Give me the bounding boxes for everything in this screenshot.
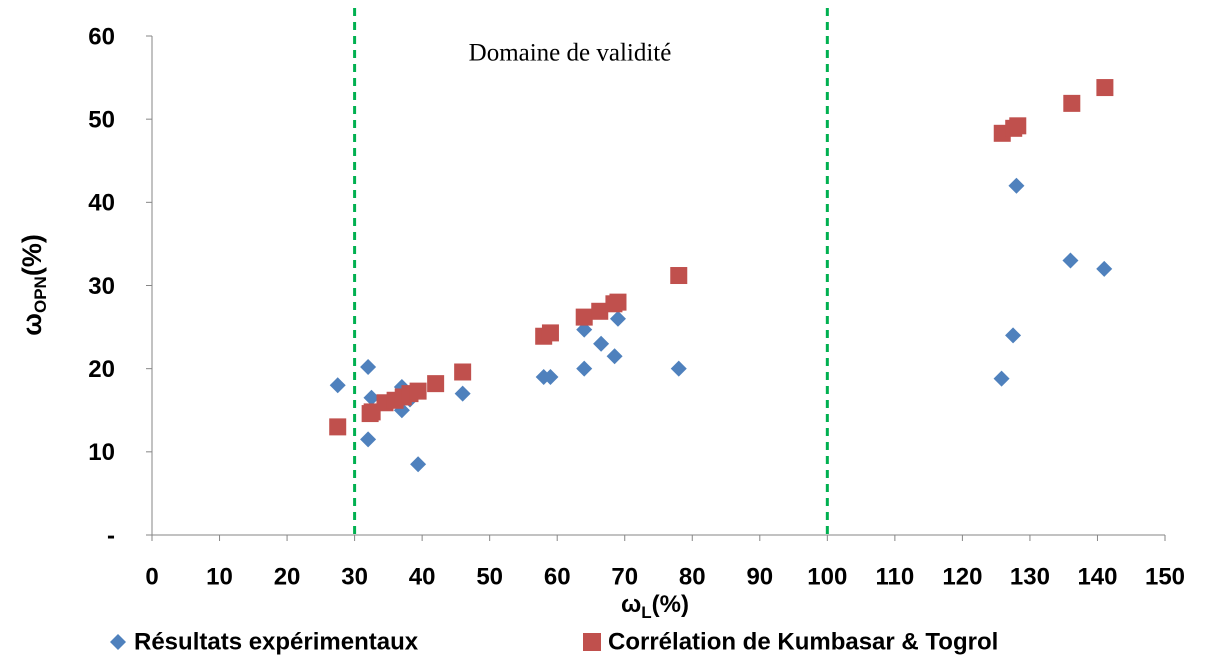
y-tick-label: 30	[88, 273, 115, 300]
point	[454, 363, 472, 381]
y-axis-title: ωOPN(%)	[17, 234, 50, 336]
point	[363, 403, 381, 421]
point	[575, 308, 593, 326]
x-tick-label: 150	[1145, 563, 1185, 590]
y-tick-label: 40	[88, 190, 115, 217]
point	[409, 382, 427, 400]
point	[360, 359, 377, 376]
point	[1096, 79, 1114, 97]
x-tick-label: 70	[611, 563, 638, 590]
point	[1005, 327, 1022, 344]
point	[609, 310, 626, 327]
x-tick-label: 110	[876, 563, 915, 590]
legend-marker	[110, 634, 126, 650]
point	[1008, 177, 1025, 194]
y-tick-label: 10	[88, 439, 115, 466]
x-tick-label: 80	[679, 563, 706, 590]
point	[576, 360, 593, 377]
y-axis-title-symbol: ω	[17, 313, 47, 336]
point	[1009, 117, 1027, 135]
point	[363, 389, 380, 406]
x-tick-label: 20	[274, 563, 301, 590]
x-tick-label: 100	[807, 563, 847, 590]
x-tick-label: 40	[409, 563, 436, 590]
point	[542, 368, 559, 385]
annotation: Domaine de validité	[469, 40, 672, 67]
point	[993, 370, 1010, 387]
point	[670, 267, 688, 285]
x-tick-label: 50	[476, 563, 503, 590]
legend-label: Résultats expérimentaux	[134, 628, 419, 655]
point	[591, 302, 609, 320]
legend-label: Corrélation de Kumbasar & Togrol	[608, 628, 998, 655]
point	[1063, 94, 1081, 112]
x-tick-label: 0	[145, 563, 158, 590]
point	[329, 418, 347, 436]
point	[427, 375, 445, 393]
y-tick-label: 50	[88, 107, 115, 134]
x-axis-title: ωL(%)	[621, 591, 689, 622]
legend-marker	[583, 633, 601, 651]
point	[1096, 260, 1113, 277]
point	[454, 385, 471, 402]
point	[670, 360, 687, 377]
x-tick-label: 30	[341, 563, 368, 590]
point	[606, 348, 623, 365]
y-axis-title-subscript: OPN	[31, 276, 50, 313]
y-tick-label: 60	[88, 23, 115, 50]
point	[593, 335, 610, 352]
y-tick-label: 20	[88, 356, 115, 383]
x-tick-label: 90	[746, 563, 773, 590]
y-axis-title-unit: (%)	[17, 234, 47, 276]
point	[1062, 252, 1079, 269]
x-axis-title-symbol: ω	[621, 591, 641, 618]
point	[329, 377, 346, 394]
x-tick-label: 140	[1077, 563, 1117, 590]
point	[609, 293, 627, 311]
y-tick-label: -	[107, 522, 115, 549]
x-tick-label: 10	[206, 563, 233, 590]
point	[410, 456, 427, 473]
x-tick-label: 60	[544, 563, 571, 590]
x-tick-label: 120	[942, 563, 982, 590]
x-axis-title-subscript: L	[641, 603, 651, 622]
x-tick-label: 130	[1010, 563, 1050, 590]
point	[360, 431, 377, 448]
x-axis-title-unit: (%)	[652, 591, 689, 618]
point	[541, 324, 559, 342]
